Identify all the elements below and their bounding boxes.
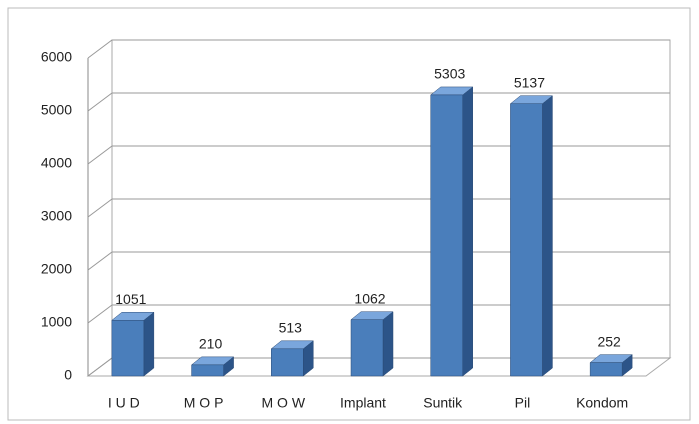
grid-line	[87, 198, 670, 218]
y-tick-label: 0	[64, 367, 72, 383]
bar	[270, 340, 314, 377]
y-tick-label: 5000	[41, 102, 72, 118]
bar-side	[382, 311, 394, 377]
x-tick-label: Pil	[515, 395, 531, 411]
bar	[430, 86, 474, 377]
grid-line	[87, 92, 670, 112]
bar-front	[589, 362, 623, 377]
value-label: 1051	[115, 291, 146, 307]
x-tick-label: Suntik	[423, 395, 463, 411]
y-tick-label: 1000	[41, 314, 72, 330]
value-label: 1062	[354, 290, 385, 306]
grid-line	[87, 39, 670, 59]
y-tick-label: 3000	[41, 208, 72, 224]
bar-front	[191, 364, 224, 377]
bar-side	[542, 95, 553, 377]
value-label: 252	[597, 333, 621, 349]
x-tick-label: Kondom	[576, 395, 628, 411]
value-label: 5137	[514, 74, 545, 90]
bar-front	[271, 348, 304, 377]
bar-side	[462, 86, 473, 377]
value-label: 513	[279, 320, 303, 336]
bar	[111, 311, 155, 377]
grid-line	[87, 304, 670, 324]
value-label: 5303	[434, 66, 465, 82]
x-tick-label: M O P	[184, 395, 224, 411]
y-tick-label: 2000	[41, 261, 72, 277]
value-label: 210	[199, 336, 223, 352]
bar	[190, 356, 235, 377]
bar-front	[111, 320, 145, 377]
bar-side	[143, 311, 155, 377]
grid-line	[87, 145, 670, 165]
grid-line	[87, 251, 670, 271]
bar-front	[430, 94, 463, 377]
y-tick-label: 4000	[41, 155, 72, 171]
y-tick-label: 6000	[41, 49, 72, 65]
x-tick-label: M O W	[262, 395, 306, 411]
bar	[509, 95, 554, 377]
bar	[589, 354, 633, 377]
bar-front	[510, 103, 543, 377]
x-tick-label: Implant	[340, 395, 386, 411]
x-tick-label: I U D	[108, 395, 140, 411]
bar	[350, 311, 394, 377]
bar-front	[350, 319, 384, 377]
